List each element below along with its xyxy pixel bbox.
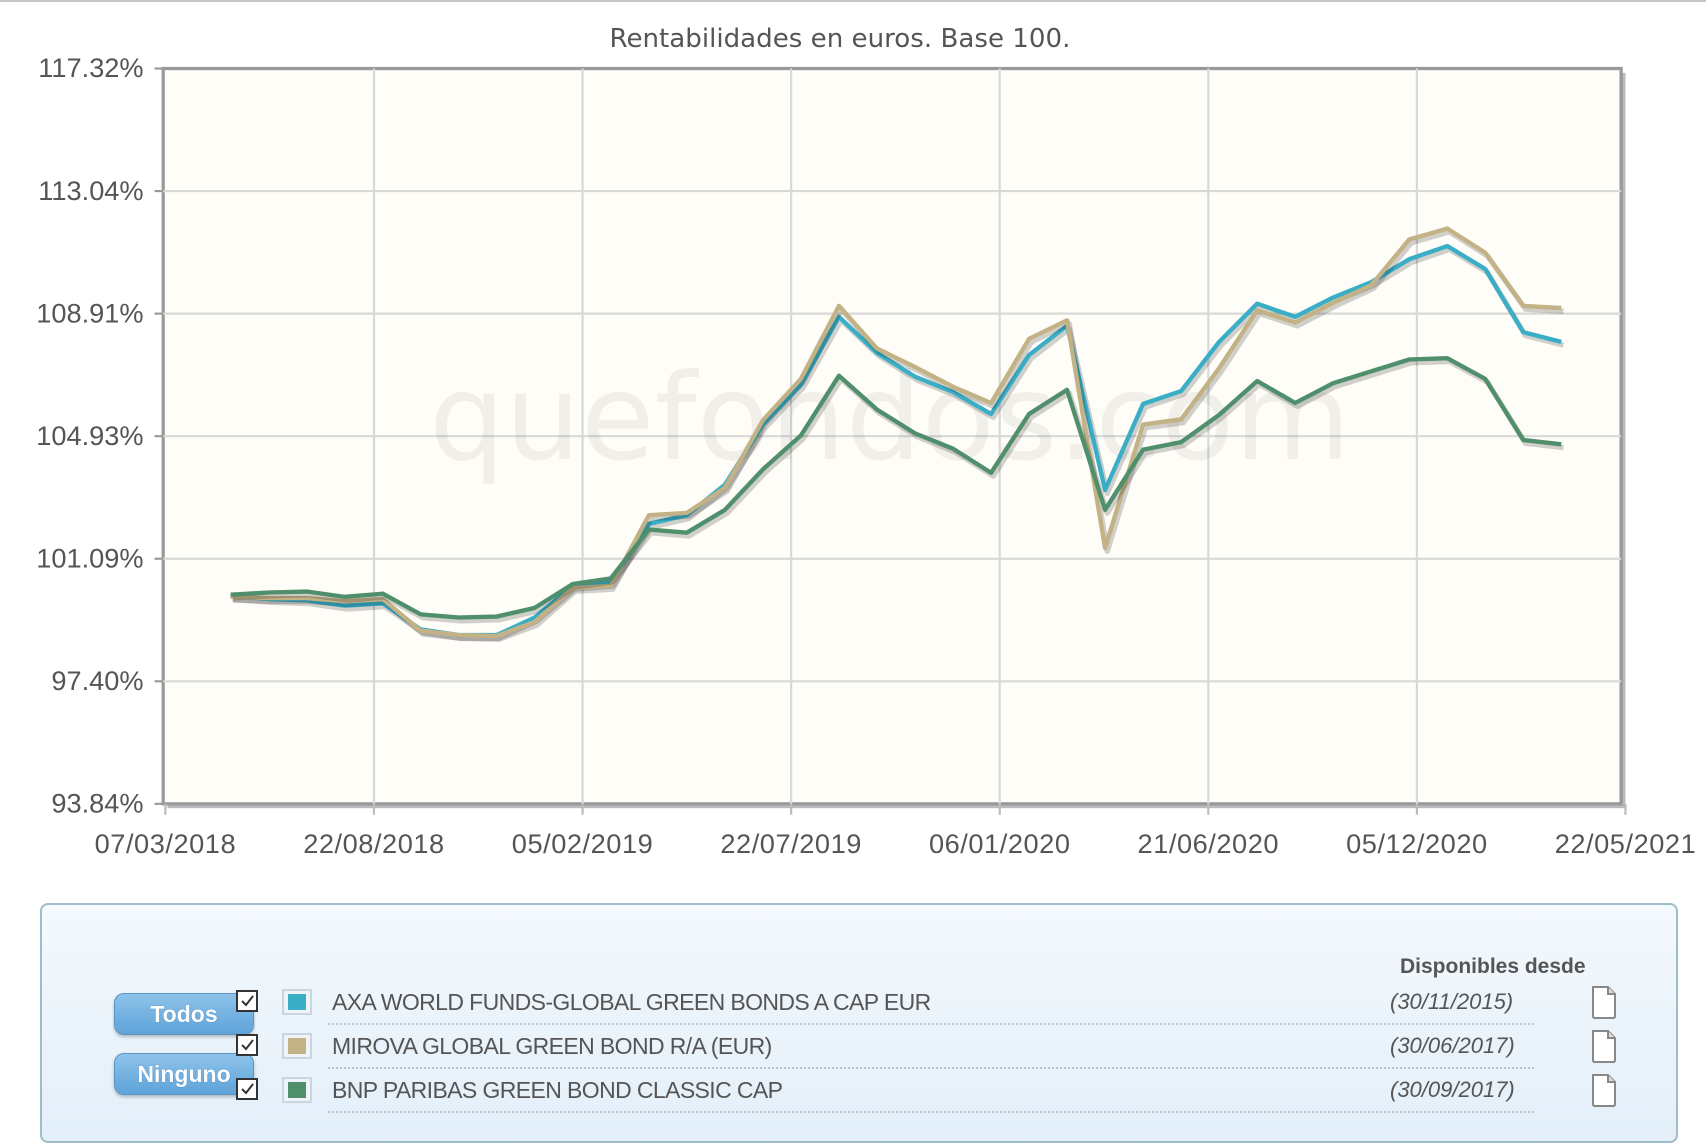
x-tick-label: 05/02/2019	[512, 828, 654, 859]
available-since-date: (30/06/2017)	[1390, 1033, 1515, 1058]
y-tick-label: 93.84%	[51, 788, 143, 819]
x-tick-label: 21/06/2020	[1138, 828, 1280, 859]
series-checkbox[interactable]	[236, 990, 258, 1012]
document-icon[interactable]	[1590, 1028, 1618, 1064]
select-all-button[interactable]: Todos	[114, 993, 254, 1035]
row-divider	[328, 1067, 1534, 1069]
x-tick-label: 22/08/2018	[303, 828, 445, 859]
document-icon[interactable]	[1590, 1072, 1618, 1108]
y-tick-label: 101.09%	[36, 542, 143, 573]
x-tick-label: 22/05/2021	[1555, 828, 1697, 859]
grid-lines	[163, 68, 1622, 804]
checkmark-icon	[241, 1083, 254, 1095]
available-since-date: (30/11/2015)	[1390, 989, 1514, 1014]
fund-name[interactable]: MIROVA GLOBAL GREEN BOND R/A (EUR)	[332, 1033, 772, 1059]
color-swatch	[282, 989, 312, 1015]
fund-name[interactable]: AXA WORLD FUNDS-GLOBAL GREEN BONDS A CAP…	[332, 989, 931, 1015]
select-none-button[interactable]: Ninguno	[114, 1053, 254, 1095]
y-tick-label: 104.93%	[36, 420, 143, 451]
x-tick-label: 06/01/2020	[929, 828, 1071, 859]
legend-item: BNP PARIBAS GREEN BOND CLASSIC CAP (30/0…	[236, 1068, 1616, 1113]
y-tick-label: 117.32%	[38, 52, 143, 83]
legend-item: MIROVA GLOBAL GREEN BOND R/A (EUR) (30/0…	[236, 1024, 1616, 1069]
checkmark-icon	[241, 1039, 254, 1051]
line-chart: Rentabilidades en euros. Base 100. quefo…	[36, 24, 1697, 859]
x-tick-label: 22/07/2019	[720, 828, 862, 859]
y-tick-label: 113.04%	[38, 175, 143, 206]
fund-name[interactable]: BNP PARIBAS GREEN BOND CLASSIC CAP	[332, 1077, 783, 1103]
series-lines	[230, 226, 1565, 642]
x-tick-label: 07/03/2018	[95, 828, 237, 859]
color-swatch	[282, 1077, 312, 1103]
series-line	[230, 356, 1562, 620]
available-since-header: Disponibles desde	[1400, 955, 1586, 978]
x-tick-label: 05/12/2020	[1346, 828, 1488, 859]
row-divider	[328, 1023, 1534, 1025]
top-border	[0, 0, 1706, 2]
color-swatch	[282, 1033, 312, 1059]
x-axis: 07/03/2018 22/08/2018 05/02/2019 22/07/2019…	[95, 803, 1697, 859]
y-tick-label: 97.40%	[51, 665, 143, 696]
series-checkbox[interactable]	[236, 1034, 258, 1056]
checkmark-icon	[241, 995, 254, 1007]
y-axis: 117.32% 113.04% 108.91% 104.93% 101.09% 97.40…	[36, 52, 164, 819]
y-tick-label: 108.91%	[36, 297, 143, 328]
row-divider	[328, 1111, 1534, 1113]
series-checkbox[interactable]	[236, 1078, 258, 1100]
series-line	[230, 226, 1562, 639]
chart-title: Rentabilidades en euros. Base 100.	[609, 24, 1070, 54]
document-icon[interactable]	[1590, 984, 1618, 1020]
available-since-date: (30/09/2017)	[1390, 1077, 1515, 1102]
legend-item: AXA WORLD FUNDS-GLOBAL GREEN BONDS A CAP…	[236, 980, 1616, 1025]
